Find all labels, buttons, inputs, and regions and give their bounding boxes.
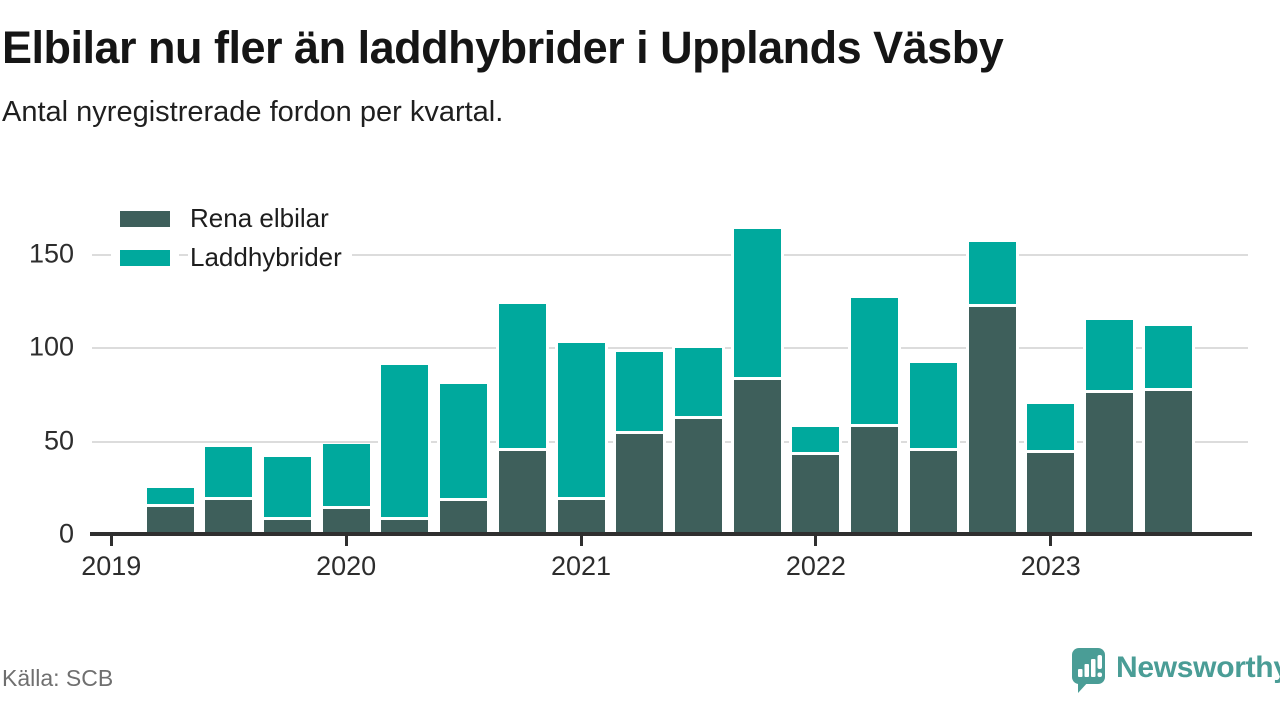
bar-segment-elbilar-2023-q2 (1086, 393, 1134, 536)
bar-segment-laddhybrider-2022-q2 (851, 298, 899, 427)
x-axis-tick-2022 (814, 536, 818, 546)
bar-2020-q3 (437, 383, 491, 536)
bar-segment-laddhybrider-2023-q3 (1144, 326, 1192, 391)
bar-segment-elbilar-2021-q4 (733, 380, 781, 536)
legend-swatch-laddhybrider (120, 249, 170, 266)
chart-title: Elbilar nu fler än laddhybrider i Upplan… (2, 22, 1004, 73)
bar-segment-elbilar-2022-q1 (792, 455, 840, 536)
bar-segment-laddhybrider-2021-q2 (616, 352, 664, 434)
bar-2020-q4 (495, 303, 549, 536)
x-axis-label-2023: 2023 (1020, 551, 1081, 581)
bar-2019-q4 (260, 456, 314, 536)
chart-subtitle: Antal nyregistrerade fordon per kvartal. (2, 96, 504, 128)
bar-segment-laddhybrider-2021-q4 (733, 229, 781, 380)
bar-segment-laddhybrider-2019-q4 (263, 457, 311, 520)
bar-segment-elbilar-2023-q3 (1144, 391, 1192, 536)
bar-segment-laddhybrider-2022-q1 (792, 427, 840, 455)
bar-segment-laddhybrider-2021-q3 (674, 348, 722, 419)
bar-segment-laddhybrider-2020-q3 (440, 384, 488, 501)
bar-2022-q2 (848, 297, 902, 536)
bar-2022-q3 (906, 362, 960, 536)
bar-segment-elbilar-2019-q3 (205, 500, 253, 536)
legend-item-laddhybrider: Laddhybrider (111, 242, 352, 273)
bar-segment-elbilar-2022-q3 (909, 451, 957, 536)
x-axis-tick-2019 (109, 536, 113, 546)
legend-swatch-wrap (111, 210, 179, 227)
x-axis-tick-2020 (344, 536, 348, 546)
bar-2022-q1 (789, 426, 843, 536)
legend-label: Laddhybrider (188, 242, 352, 273)
bar-2019-q2 (143, 487, 197, 536)
bar-2023-q3 (1141, 325, 1195, 536)
y-axis-label-0: 0 (58, 518, 74, 549)
bar-segment-elbilar-2020-q4 (498, 451, 546, 536)
speech-bubble-bar-chart-icon (1072, 648, 1105, 693)
bar-2021-q1 (554, 342, 608, 536)
bar-2019-q3 (202, 446, 256, 536)
bar-segment-laddhybrider-2020-q2 (381, 365, 429, 520)
x-axis-label-2021: 2021 (550, 551, 612, 581)
y-axis-label-150: 150 (28, 238, 74, 269)
bar-segment-elbilar-2021-q2 (616, 434, 664, 536)
bar-segment-laddhybrider-2022-q3 (909, 363, 957, 451)
bar-2020-q1 (319, 443, 373, 536)
bar-segment-elbilar-2022-q4 (968, 307, 1016, 536)
bar-segment-laddhybrider-2020-q4 (498, 304, 546, 451)
bar-2021-q4 (730, 228, 784, 536)
x-axis-label-2020: 2020 (316, 551, 377, 581)
bar-segment-elbilar-2023-q1 (1027, 453, 1075, 536)
x-axis-tick-2023 (1049, 536, 1053, 546)
gridline-150 (92, 254, 1248, 256)
x-axis-line (90, 532, 1252, 536)
bar-segment-laddhybrider-2020-q1 (322, 444, 370, 509)
source-note: Källa: SCB (2, 665, 114, 691)
legend-swatch-elbilar (120, 210, 170, 227)
bar-2021-q2 (613, 351, 667, 536)
y-axis-label-100: 100 (28, 331, 74, 362)
gridline-100 (92, 347, 1248, 350)
x-axis-tick-2021 (579, 536, 583, 546)
y-axis-label-50: 50 (43, 424, 74, 455)
gridline-50 (92, 440, 1248, 443)
x-axis-label-2022: 2022 (785, 551, 846, 581)
newsworthy-wordmark: Newsworthy (1116, 651, 1280, 684)
bar-segment-laddhybrider-2021-q1 (557, 343, 605, 500)
bar-segment-elbilar-2022-q2 (851, 427, 899, 536)
x-axis-label-2019: 2019 (81, 551, 142, 581)
legend-swatch-wrap (111, 249, 179, 266)
bar-segment-laddhybrider-2023-q1 (1027, 404, 1075, 453)
legend-item-rena-elbilar: Rena elbilar (111, 203, 339, 234)
bar-segment-laddhybrider-2022-q4 (968, 242, 1016, 307)
bar-segment-elbilar-2021-q3 (674, 419, 722, 536)
bar-segment-elbilar-2021-q1 (557, 500, 605, 536)
newsworthy-logo: Newsworthy (1072, 648, 1280, 694)
legend-label: Rena elbilar (188, 203, 339, 234)
bar-segment-laddhybrider-2019-q2 (146, 488, 194, 507)
bar-2023-q1 (1024, 403, 1078, 536)
bar-2021-q3 (671, 347, 725, 536)
bar-segment-elbilar-2019-q2 (146, 507, 194, 536)
bar-2020-q2 (378, 364, 432, 536)
bar-segment-laddhybrider-2023-q2 (1086, 320, 1134, 393)
bar-segment-laddhybrider-2019-q3 (205, 447, 253, 500)
bar-2022-q4 (965, 241, 1019, 536)
bar-segment-elbilar-2020-q3 (440, 501, 488, 536)
bar-2023-q2 (1083, 319, 1137, 536)
bar-segment-elbilar-2020-q1 (322, 509, 370, 536)
